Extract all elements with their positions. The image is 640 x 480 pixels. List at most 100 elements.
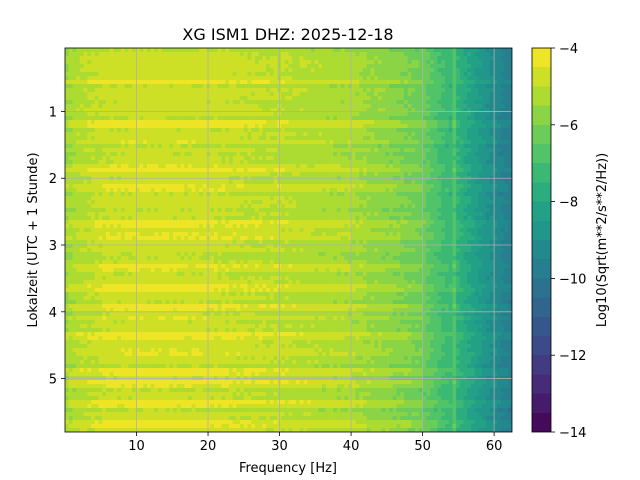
heatmap-cell bbox=[437, 84, 442, 89]
heatmap-cell bbox=[214, 200, 219, 205]
heatmap-cell bbox=[262, 100, 267, 105]
heatmap-cell bbox=[482, 108, 487, 113]
heatmap-cell bbox=[467, 196, 472, 201]
heatmap-cell bbox=[467, 116, 472, 121]
heatmap-cell bbox=[161, 52, 167, 57]
heatmap-cell bbox=[251, 56, 256, 61]
heatmap-cell bbox=[284, 204, 290, 209]
heatmap-cell bbox=[463, 108, 468, 113]
heatmap-cell bbox=[262, 140, 267, 145]
heatmap-cell bbox=[463, 140, 468, 145]
heatmap-cell bbox=[441, 204, 446, 209]
heatmap-cell bbox=[493, 152, 498, 157]
heatmap-cell bbox=[307, 196, 312, 201]
heatmap-cell bbox=[273, 136, 278, 141]
heatmap-cell bbox=[396, 172, 401, 177]
heatmap-cell bbox=[471, 196, 476, 201]
heatmap-cell bbox=[459, 156, 465, 161]
heatmap-cell bbox=[83, 208, 88, 213]
heatmap-cell bbox=[206, 192, 211, 197]
heatmap-cell bbox=[426, 192, 431, 197]
heatmap-cell bbox=[269, 88, 275, 93]
heatmap-cell bbox=[113, 48, 118, 53]
heatmap-cell bbox=[370, 188, 375, 193]
heatmap-cell bbox=[180, 136, 185, 141]
heatmap-cell bbox=[243, 96, 249, 101]
heatmap-cell bbox=[396, 112, 401, 117]
heatmap-cell bbox=[243, 184, 249, 189]
heatmap-cell bbox=[225, 88, 230, 93]
heatmap-cell bbox=[225, 80, 230, 85]
heatmap-cell bbox=[68, 168, 74, 173]
heatmap-cell bbox=[485, 156, 491, 161]
heatmap-cell bbox=[385, 184, 390, 189]
heatmap-cell bbox=[269, 196, 275, 201]
heatmap-cell bbox=[340, 76, 345, 81]
heatmap-cell bbox=[411, 164, 416, 169]
heatmap-cell bbox=[262, 172, 267, 177]
heatmap-cell bbox=[437, 172, 442, 177]
heatmap-cell bbox=[333, 48, 338, 53]
heatmap-cell bbox=[254, 212, 260, 217]
heatmap-cell bbox=[113, 140, 118, 145]
heatmap-cell bbox=[314, 168, 319, 173]
heatmap-cell bbox=[195, 76, 200, 81]
heatmap-cell bbox=[79, 192, 85, 197]
heatmap-cell bbox=[415, 136, 420, 141]
heatmap-cell bbox=[240, 188, 245, 193]
heatmap-cell bbox=[206, 160, 211, 165]
heatmap-cell bbox=[98, 152, 103, 157]
heatmap-cell bbox=[240, 52, 245, 57]
heatmap-cell bbox=[91, 164, 96, 169]
heatmap-cell bbox=[474, 80, 480, 85]
heatmap-cell bbox=[437, 52, 442, 57]
heatmap-cell bbox=[295, 192, 301, 197]
heatmap-cell bbox=[411, 180, 416, 185]
heatmap-cell bbox=[254, 160, 260, 165]
heatmap-cell bbox=[452, 84, 457, 89]
heatmap-cell bbox=[400, 60, 405, 65]
heatmap-cell bbox=[187, 72, 193, 77]
heatmap-cell bbox=[474, 188, 480, 193]
heatmap-cell bbox=[456, 96, 461, 101]
heatmap-cell bbox=[68, 100, 74, 105]
heatmap-cell bbox=[411, 128, 416, 133]
heatmap-cell bbox=[336, 72, 342, 77]
heatmap-cell bbox=[206, 64, 211, 69]
heatmap-cell bbox=[370, 136, 375, 141]
heatmap-cell bbox=[415, 116, 420, 121]
heatmap-cell bbox=[322, 148, 327, 153]
heatmap-cell bbox=[381, 92, 386, 97]
heatmap-cell bbox=[407, 64, 413, 69]
heatmap-cell bbox=[232, 204, 237, 209]
heatmap-cell bbox=[403, 60, 409, 65]
heatmap-cell bbox=[500, 140, 506, 145]
heatmap-cell bbox=[165, 68, 170, 73]
heatmap-cell bbox=[329, 204, 334, 209]
heatmap-cell bbox=[415, 120, 420, 125]
heatmap-cell bbox=[426, 132, 431, 137]
heatmap-cell bbox=[366, 108, 372, 113]
heatmap-cell bbox=[83, 92, 88, 97]
heatmap-cell bbox=[325, 124, 331, 129]
heatmap-cell bbox=[355, 56, 360, 61]
heatmap-cell bbox=[467, 88, 472, 93]
heatmap-cell bbox=[221, 60, 226, 65]
heatmap-cell bbox=[340, 68, 345, 73]
heatmap-cell bbox=[508, 56, 512, 61]
heatmap-cell bbox=[411, 136, 416, 141]
heatmap-cell bbox=[206, 108, 211, 113]
heatmap-cell bbox=[195, 160, 200, 165]
heatmap-cell bbox=[482, 92, 487, 97]
heatmap-cell bbox=[403, 132, 409, 137]
heatmap-cell bbox=[154, 76, 159, 81]
heatmap-cell bbox=[236, 120, 241, 125]
heatmap-cell bbox=[161, 72, 167, 77]
heatmap-cell bbox=[258, 140, 264, 145]
heatmap-cell bbox=[124, 152, 129, 157]
heatmap-cell bbox=[403, 92, 409, 97]
heatmap-cell bbox=[161, 104, 167, 109]
heatmap-cell bbox=[456, 68, 461, 73]
heatmap-cell bbox=[288, 156, 293, 161]
heatmap-cell bbox=[385, 188, 390, 193]
